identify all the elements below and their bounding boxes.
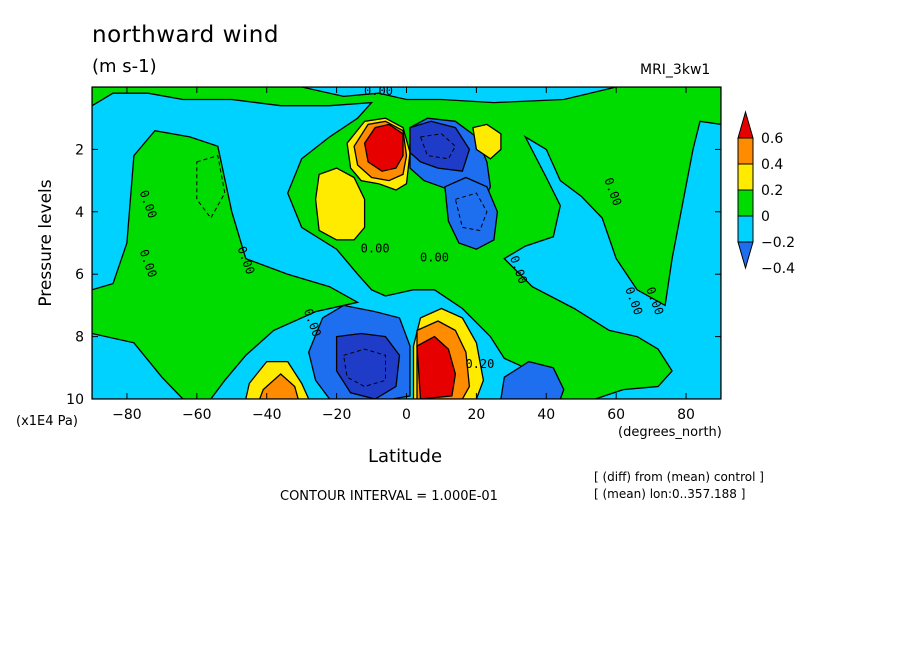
- x-tick-label: −60: [182, 407, 212, 423]
- x-tick-label: 80: [677, 407, 695, 423]
- field-blue-upper-east: [444, 176, 499, 250]
- colorbar-segment: [737, 137, 754, 165]
- colorbar-label: 0.4: [761, 157, 783, 173]
- mean-note: [ (mean) lon:0..357.188 ]: [594, 487, 746, 501]
- colorbar-top-arrow: [737, 110, 754, 139]
- y-tick-label: 8: [75, 330, 84, 346]
- field-blue-ferrel-north: [500, 360, 565, 399]
- x-tick-label: 20: [467, 407, 485, 423]
- contour-negative-2: [454, 192, 488, 232]
- colorbar-segment: [737, 163, 754, 191]
- diff-note: [ (diff) from (mean) control ]: [594, 470, 764, 484]
- x-axis-units: (degrees_north): [618, 425, 722, 440]
- x-tick-label: 60: [607, 407, 625, 423]
- field-yellow-upper-west: [314, 167, 366, 241]
- field-darkblue-lower-hadley: [335, 332, 401, 399]
- contour-label: 0.20: [465, 357, 494, 371]
- colorbar-label: 0.6: [761, 131, 783, 147]
- contour-label: 0.00: [364, 84, 393, 98]
- field-green-west-band: [92, 129, 360, 399]
- model-label: MRI_3kw1: [640, 62, 711, 78]
- y-axis-units: (x1E4 Pa): [16, 414, 78, 429]
- colorbar-segment: [737, 215, 754, 243]
- colorbar-label: 0: [761, 209, 770, 225]
- colorbar-label: −0.4: [761, 261, 795, 277]
- x-tick-label: 40: [537, 407, 555, 423]
- contour-interval-text: CONTOUR INTERVAL = 1.000E-01: [280, 489, 498, 504]
- x-tick-label: 0: [402, 407, 411, 423]
- chart-title: northward wind: [92, 22, 279, 48]
- colorbar-bottom-arrow: [737, 241, 754, 270]
- colorbar-label: −0.2: [761, 235, 795, 251]
- x-tick-label: −40: [252, 407, 282, 423]
- x-axis-label: Latitude: [367, 446, 443, 467]
- contour-negative-1: [419, 133, 457, 160]
- y-tick-label: 4: [75, 205, 84, 221]
- chart-units: (m s-1): [92, 56, 157, 77]
- field-green-center: [92, 87, 721, 399]
- contour-label: 0.00: [361, 241, 390, 255]
- contour-label: 0.00: [420, 251, 449, 265]
- contour-negative-0: [343, 348, 386, 388]
- colorbar-label: 0.2: [761, 183, 783, 199]
- y-tick-label: 6: [75, 267, 84, 283]
- field-yellow-upper-east: [472, 123, 502, 160]
- field-red-lower-hadley: [416, 335, 457, 399]
- y-tick-label: 2: [75, 142, 84, 158]
- x-tick-label: −20: [322, 407, 352, 423]
- x-tick-label: −80: [112, 407, 142, 423]
- field-orange-ferrel-south: [259, 373, 299, 399]
- colorbar-segment: [737, 189, 754, 217]
- field-darkblue-upper-jet: [409, 120, 471, 172]
- field-red-upper-jet: [363, 123, 404, 172]
- y-tick-label: 10: [66, 392, 84, 408]
